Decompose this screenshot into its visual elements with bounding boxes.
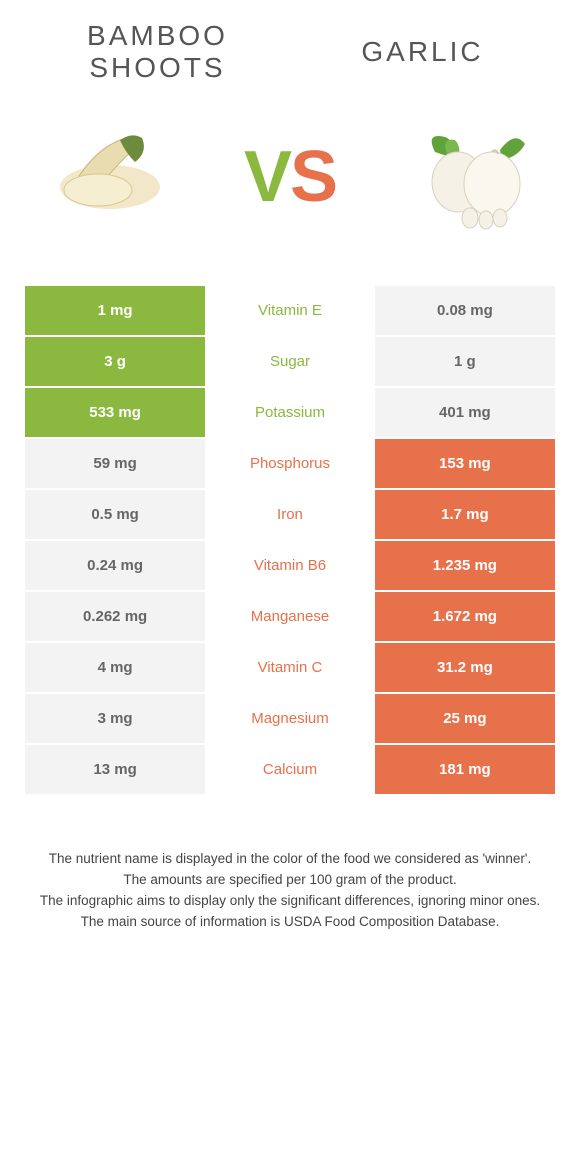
left-food-title: BAMBOO SHOOTS xyxy=(25,20,290,84)
nutrient-name: Manganese xyxy=(205,592,375,641)
right-value: 401 mg xyxy=(375,388,555,437)
footnote-line: The infographic aims to display only the… xyxy=(35,892,545,911)
footnote-line: The nutrient name is displayed in the co… xyxy=(35,850,545,869)
left-value: 3 mg xyxy=(25,694,205,743)
nutrient-name: Potassium xyxy=(205,388,375,437)
table-row: 3 mgMagnesium25 mg xyxy=(25,694,555,743)
table-row: 0.5 mgIron1.7 mg xyxy=(25,490,555,539)
vs-s: S xyxy=(290,137,336,217)
table-row: 13 mgCalcium181 mg xyxy=(25,745,555,794)
table-row: 3 gSugar1 g xyxy=(25,337,555,386)
image-row: VS xyxy=(25,112,555,242)
left-value: 59 mg xyxy=(25,439,205,488)
left-value: 0.262 mg xyxy=(25,592,205,641)
infographic-container: BAMBOO SHOOTS GARLIC VS xyxy=(0,0,580,932)
left-value: 0.5 mg xyxy=(25,490,205,539)
nutrient-name: Vitamin E xyxy=(205,286,375,335)
right-value: 181 mg xyxy=(375,745,555,794)
vs-label: VS xyxy=(244,136,336,218)
nutrient-table: 1 mgVitamin E0.08 mg3 gSugar1 g533 mgPot… xyxy=(25,286,555,794)
left-value: 4 mg xyxy=(25,643,205,692)
right-value: 31.2 mg xyxy=(375,643,555,692)
left-value: 13 mg xyxy=(25,745,205,794)
right-value: 1.235 mg xyxy=(375,541,555,590)
table-row: 4 mgVitamin C31.2 mg xyxy=(25,643,555,692)
vs-v: V xyxy=(244,137,290,217)
footnotes: The nutrient name is displayed in the co… xyxy=(25,850,555,932)
table-row: 59 mgPhosphorus153 mg xyxy=(25,439,555,488)
nutrient-name: Magnesium xyxy=(205,694,375,743)
footnote-line: The amounts are specified per 100 gram o… xyxy=(35,871,545,890)
bamboo-shoots-image xyxy=(35,112,185,242)
right-value: 25 mg xyxy=(375,694,555,743)
nutrient-name: Vitamin C xyxy=(205,643,375,692)
right-value: 1 g xyxy=(375,337,555,386)
left-value: 1 mg xyxy=(25,286,205,335)
right-value: 1.672 mg xyxy=(375,592,555,641)
table-row: 0.24 mgVitamin B61.235 mg xyxy=(25,541,555,590)
nutrient-name: Phosphorus xyxy=(205,439,375,488)
right-value: 0.08 mg xyxy=(375,286,555,335)
nutrient-name: Calcium xyxy=(205,745,375,794)
table-row: 0.262 mgManganese1.672 mg xyxy=(25,592,555,641)
right-value: 153 mg xyxy=(375,439,555,488)
right-food-title: GARLIC xyxy=(290,36,555,68)
nutrient-name: Iron xyxy=(205,490,375,539)
right-value: 1.7 mg xyxy=(375,490,555,539)
garlic-image xyxy=(395,112,545,242)
left-value: 3 g xyxy=(25,337,205,386)
title-row: BAMBOO SHOOTS GARLIC xyxy=(25,20,555,84)
table-row: 1 mgVitamin E0.08 mg xyxy=(25,286,555,335)
left-value: 0.24 mg xyxy=(25,541,205,590)
footnote-line: The main source of information is USDA F… xyxy=(35,913,545,932)
nutrient-name: Sugar xyxy=(205,337,375,386)
table-row: 533 mgPotassium401 mg xyxy=(25,388,555,437)
left-value: 533 mg xyxy=(25,388,205,437)
nutrient-name: Vitamin B6 xyxy=(205,541,375,590)
